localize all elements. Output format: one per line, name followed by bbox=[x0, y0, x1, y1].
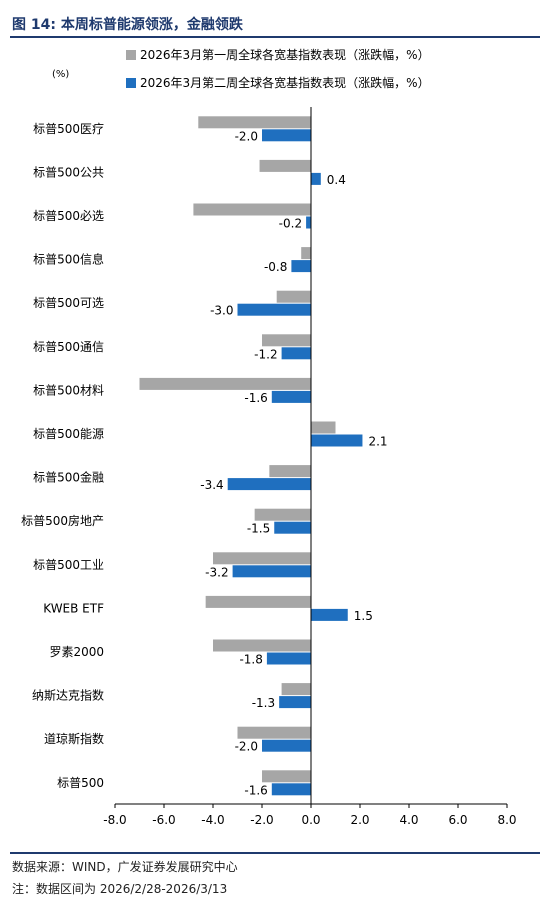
x-tick-label-5: 0.0 bbox=[301, 813, 320, 827]
legend-label-2: 2026年3月第二周全球各宽基指数表现（涨跌幅，%） bbox=[140, 75, 430, 90]
x-tick-label-6: 2.0 bbox=[350, 813, 369, 827]
x-tick-label-8: 6.0 bbox=[448, 813, 467, 827]
figure-title-bar: 图 14: 本周标普能源领涨，金融领跌 bbox=[10, 6, 540, 38]
bar-s2-9 bbox=[227, 478, 311, 491]
value-label-3: -0.2 bbox=[279, 217, 302, 231]
unit-label: (%) bbox=[52, 69, 69, 80]
category-labels-layer: 标普500医疗标普500公共标普500必选标普500信息标普500可选标普500… bbox=[21, 122, 104, 790]
value-label-12: 1.5 bbox=[354, 609, 373, 623]
x-tick-label-1: -8.0 bbox=[103, 813, 126, 827]
legend-label-1: 2026年3月第一周全球各宽基指数表现（涨跌幅，%） bbox=[140, 47, 430, 62]
bar-s2-7 bbox=[271, 390, 311, 403]
category-label-13: 罗素2000 bbox=[49, 645, 104, 659]
value-label-10: -1.5 bbox=[247, 522, 270, 536]
value-label-1: -2.0 bbox=[235, 129, 258, 143]
category-label-12: KWEB ETF bbox=[43, 601, 104, 615]
bar-s2-13 bbox=[266, 652, 311, 665]
value-label-4: -0.8 bbox=[264, 260, 287, 274]
source-note: 数据来源：WIND，广发证券发展研究中心 bbox=[12, 860, 238, 874]
value-label-7: -1.6 bbox=[244, 391, 267, 405]
category-label-3: 标普500必选 bbox=[33, 209, 104, 223]
bar-s1-13 bbox=[213, 639, 311, 652]
value-labels-layer: -2.0 0.4 -0.2 -0.8 -3.0 -1.2 -1.6 2.1 -3.4 -1.5 -3… bbox=[200, 129, 387, 797]
bar-s2-2 bbox=[311, 172, 321, 185]
bar-s2-15 bbox=[262, 739, 311, 752]
bar-s2-8 bbox=[311, 434, 363, 447]
category-label-11: 标普500工业 bbox=[33, 558, 104, 572]
bar-s1-2 bbox=[259, 159, 311, 172]
x-tick-label-9: 8.0 bbox=[497, 813, 516, 827]
value-label-16: -1.6 bbox=[244, 783, 267, 797]
bar-s1-9 bbox=[269, 465, 311, 478]
bar-s1-3 bbox=[193, 203, 311, 216]
bar-s2-1 bbox=[262, 129, 311, 142]
bar-s1-15 bbox=[237, 726, 311, 739]
bar-s2-11 bbox=[232, 565, 311, 578]
category-label-16: 标普500 bbox=[57, 776, 104, 790]
legend-swatch-2 bbox=[126, 78, 136, 88]
bar-s1-16 bbox=[262, 770, 311, 783]
bar-s2-5 bbox=[237, 303, 311, 316]
category-label-10: 标普500房地产 bbox=[21, 513, 104, 528]
bar-s2-3 bbox=[306, 216, 311, 229]
category-label-6: 标普500通信 bbox=[33, 340, 104, 354]
bar-s1-5 bbox=[276, 290, 311, 303]
category-label-2: 标普500公共 bbox=[33, 165, 104, 179]
unit-label-layer: (%) bbox=[52, 69, 69, 80]
legend-swatch-1 bbox=[126, 50, 136, 60]
value-label-13: -1.8 bbox=[239, 653, 262, 667]
category-label-5: 标普500可选 bbox=[33, 296, 104, 310]
category-label-8: 标普500能源 bbox=[33, 427, 104, 441]
x-tick-label-7: 4.0 bbox=[399, 813, 418, 827]
bar-s1-12 bbox=[205, 595, 311, 608]
category-label-15: 道琼斯指数 bbox=[44, 731, 104, 746]
bar-s1-8 bbox=[311, 421, 336, 434]
value-label-5: -3.0 bbox=[210, 304, 233, 318]
axis-layer: -8.0 -6.0 -4.0 -2.0 0.0 2.0 4.0 6.0 8.0 bbox=[103, 107, 517, 827]
figure-title: 图 14: 本周标普能源领涨，金融领跌 bbox=[12, 17, 243, 33]
bars-layer bbox=[139, 116, 363, 796]
category-label-7: 标普500材料 bbox=[33, 383, 104, 397]
bar-s2-6 bbox=[281, 347, 311, 360]
value-label-8: 2.1 bbox=[368, 435, 387, 449]
bar-chart: 2026年3月第一周全球各宽基指数表现（涨跌幅，%） 2026年3月第二周全球各宽… bbox=[21, 47, 517, 827]
chart-legend: 2026年3月第一周全球各宽基指数表现（涨跌幅，%） 2026年3月第二周全球各宽… bbox=[126, 47, 430, 90]
value-label-2: 0.4 bbox=[327, 173, 346, 187]
value-label-14: -1.3 bbox=[252, 696, 275, 710]
bar-s1-10 bbox=[254, 508, 311, 521]
bar-s2-16 bbox=[271, 783, 311, 796]
bar-s1-4 bbox=[301, 247, 311, 260]
x-tick-label-4: -2.0 bbox=[250, 813, 273, 827]
category-label-9: 标普500金融 bbox=[33, 470, 104, 485]
bar-s2-12 bbox=[311, 608, 348, 621]
category-label-4: 标普500信息 bbox=[33, 252, 104, 267]
x-tick-label-2: -6.0 bbox=[152, 813, 175, 827]
value-label-15: -2.0 bbox=[235, 740, 258, 754]
bar-s1-11 bbox=[213, 552, 311, 565]
bar-s1-14 bbox=[281, 683, 311, 696]
bar-s1-1 bbox=[198, 116, 311, 129]
value-label-9: -3.4 bbox=[200, 478, 223, 492]
category-label-1: 标普500医疗 bbox=[33, 122, 104, 136]
x-tick-label-3: -4.0 bbox=[201, 813, 224, 827]
bar-s2-14 bbox=[279, 696, 311, 709]
bar-s1-7 bbox=[139, 377, 311, 390]
category-label-14: 纳斯达克指数 bbox=[32, 688, 104, 703]
footer-divider bbox=[10, 852, 540, 854]
range-note: 注：数据区间为 2026/2/28-2026/3/13 bbox=[12, 882, 228, 896]
value-label-11: -3.2 bbox=[205, 565, 228, 579]
bar-s2-4 bbox=[291, 260, 311, 273]
bar-s2-10 bbox=[274, 521, 311, 534]
bar-s1-6 bbox=[262, 334, 311, 347]
value-label-6: -1.2 bbox=[254, 347, 277, 361]
